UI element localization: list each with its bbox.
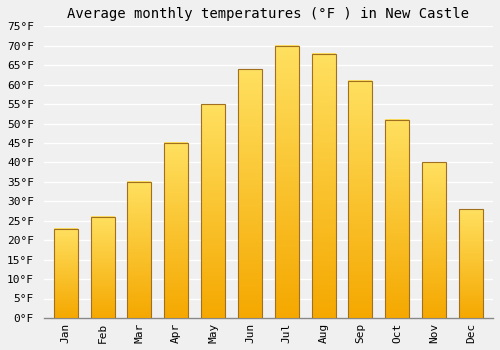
Bar [201,104,225,318]
Bar [386,120,409,318]
Bar [348,81,372,318]
Bar [128,182,152,318]
Title: Average monthly temperatures (°F ) in New Castle: Average monthly temperatures (°F ) in Ne… [68,7,469,21]
Bar [275,46,299,318]
Bar [90,217,114,318]
Bar [54,229,78,318]
Bar [422,162,446,318]
Bar [312,54,336,318]
Bar [238,69,262,318]
Bar [164,143,188,318]
Bar [459,209,483,318]
